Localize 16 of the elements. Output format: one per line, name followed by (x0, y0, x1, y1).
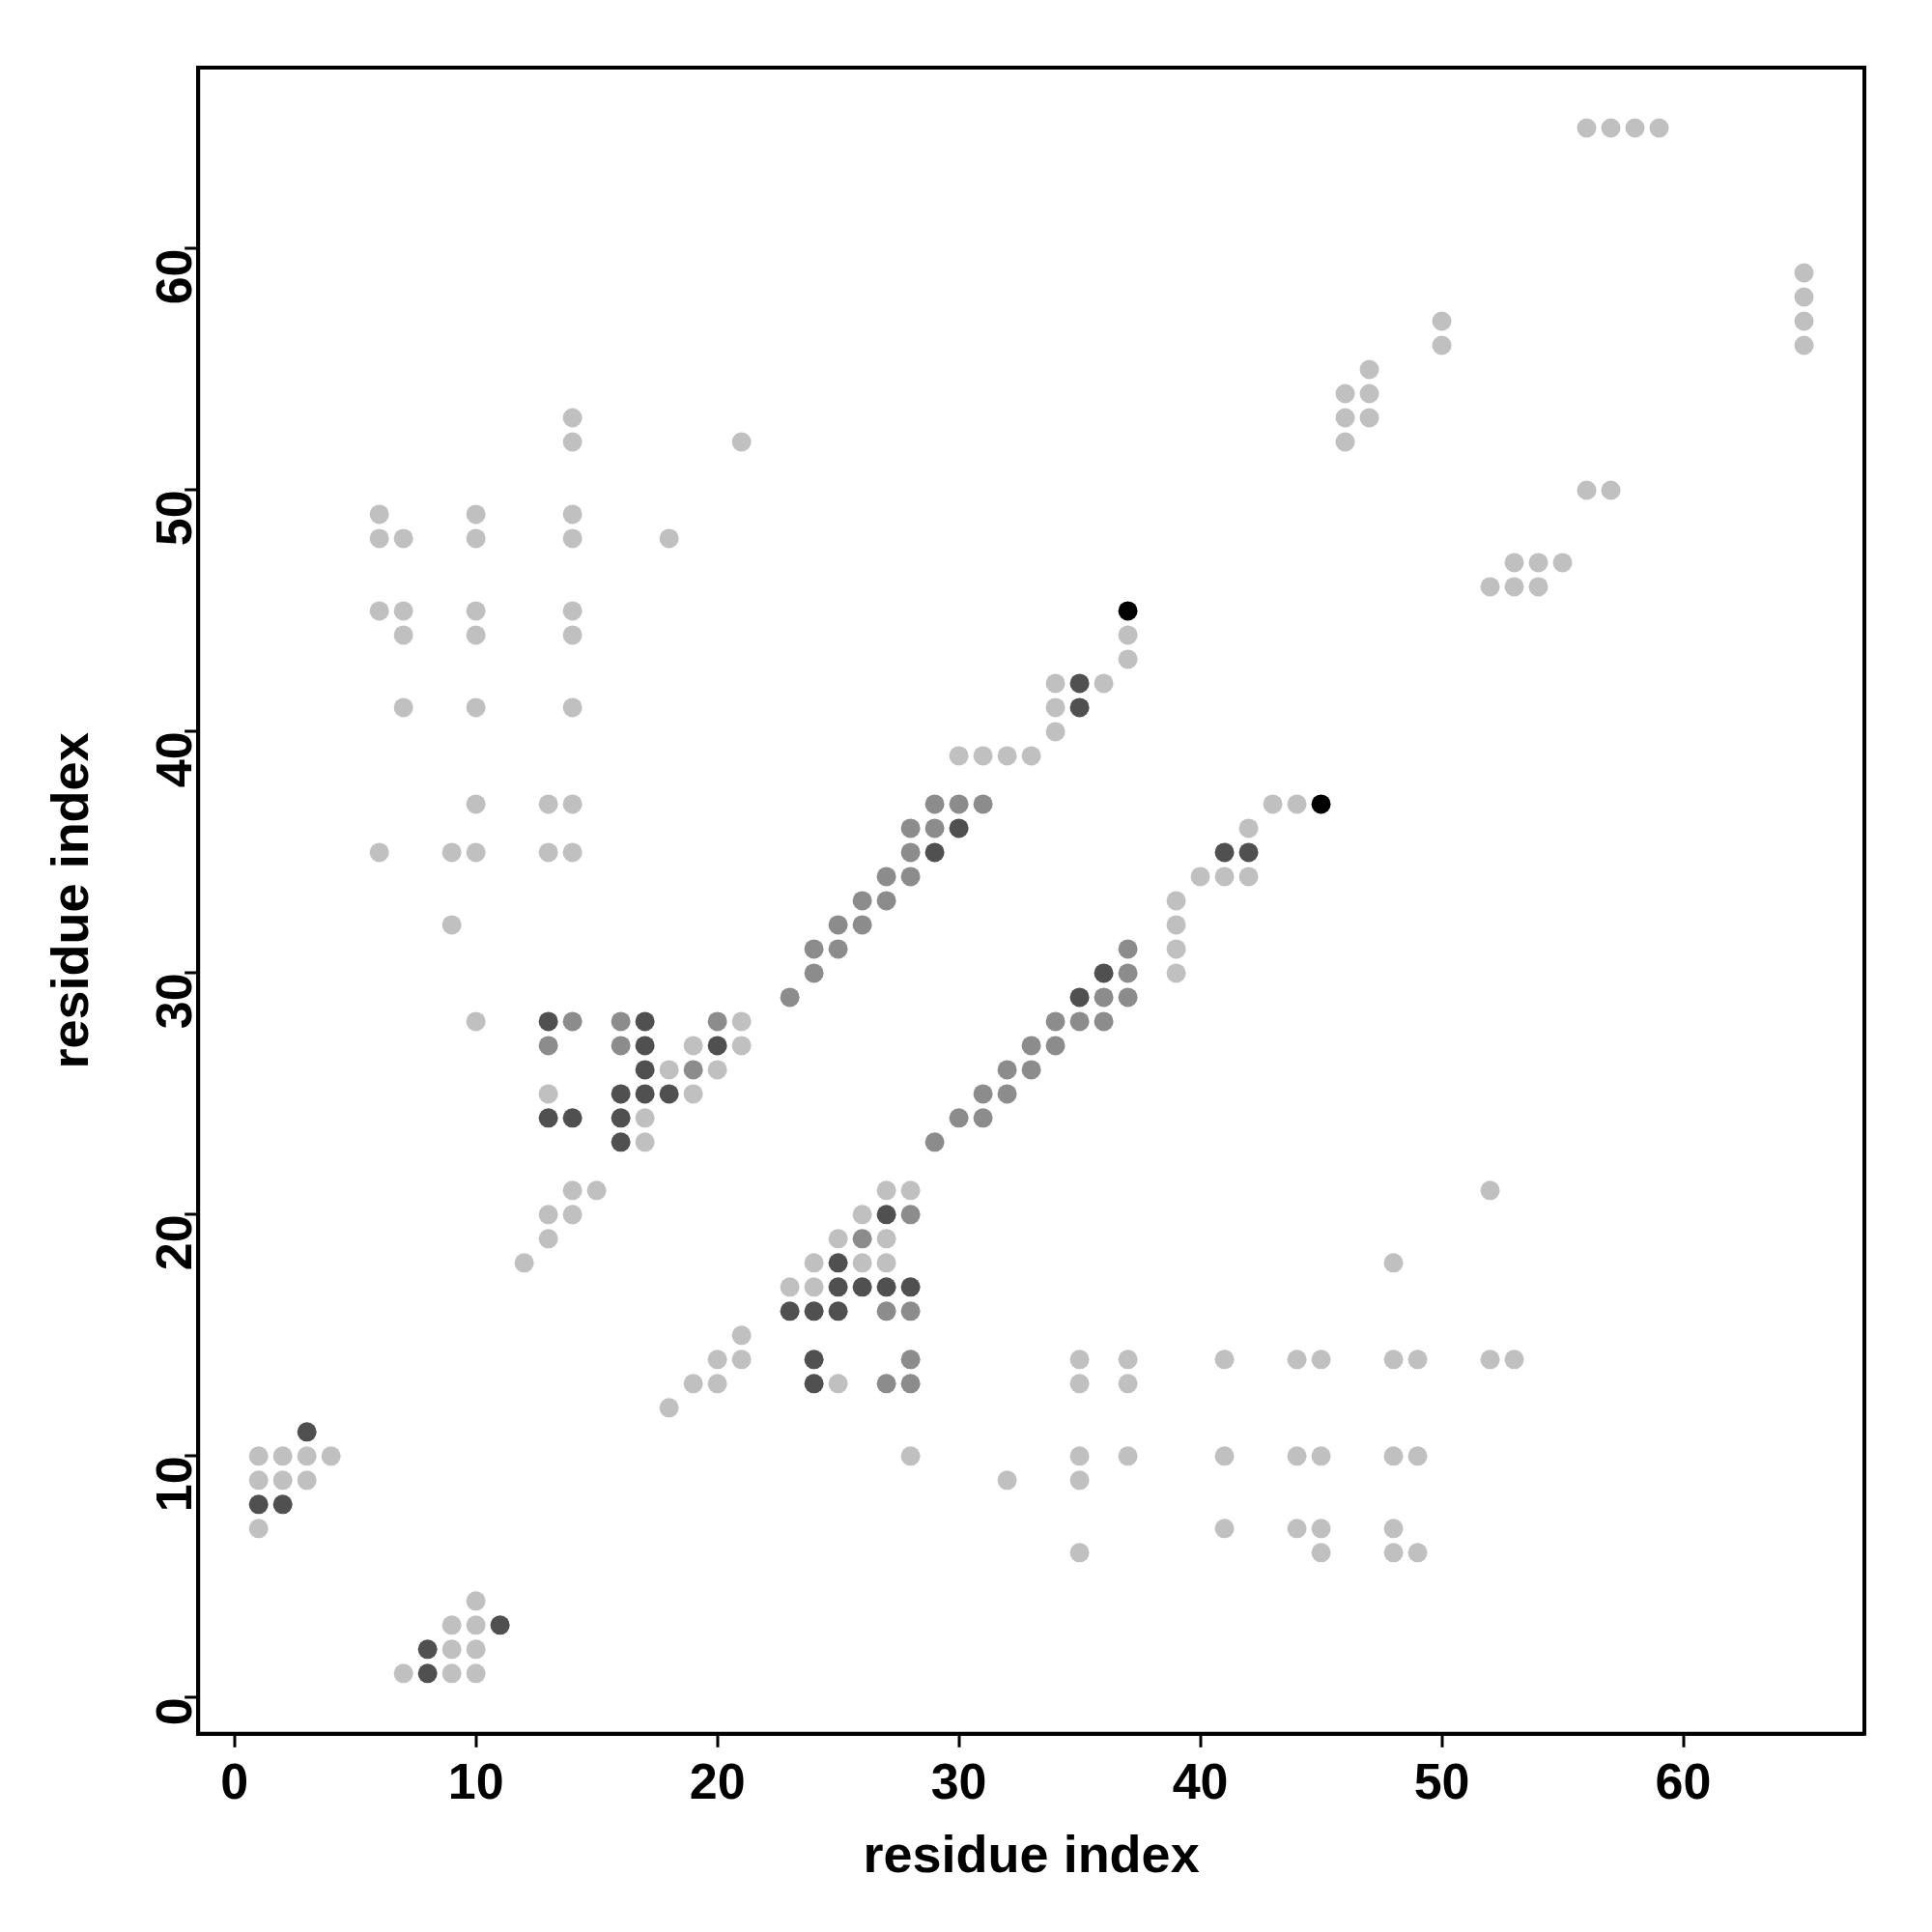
y-tick-label: 30 (145, 973, 202, 1030)
y-tick-label: 60 (145, 248, 202, 305)
y-tick-label: 50 (145, 490, 202, 547)
x-tick-label: 20 (689, 1753, 746, 1810)
x-tick-label: 50 (1413, 1753, 1470, 1810)
x-tick-label: 10 (447, 1753, 504, 1810)
x-tick-label: 0 (220, 1753, 249, 1810)
x-tick-label: 40 (1172, 1753, 1229, 1810)
y-axis-title: residue index (41, 732, 99, 1069)
y-tick-label: 10 (145, 1456, 202, 1513)
y-tick-label: 0 (145, 1697, 202, 1726)
x-tick-label: 30 (930, 1753, 987, 1810)
x-tick-label: 60 (1655, 1753, 1712, 1810)
y-tick-label: 20 (145, 1214, 202, 1271)
x-axis-title: residue index (863, 1825, 1200, 1884)
y-tick-label: 40 (145, 731, 202, 788)
